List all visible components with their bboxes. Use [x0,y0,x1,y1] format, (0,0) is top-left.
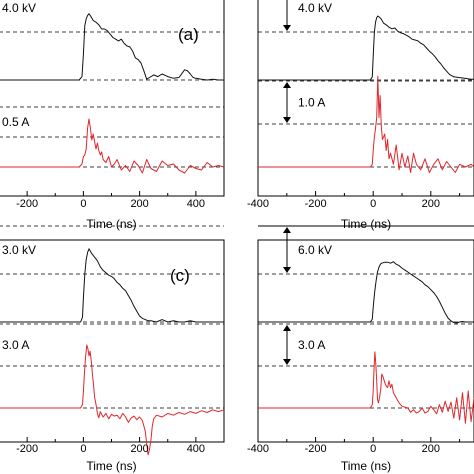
voltage-scale-label: 4.0 kV [298,1,332,15]
x-tick-label: 200 [130,443,148,455]
arrowhead-down-icon [283,267,291,273]
panel-1: 4.0 kV 0.5 A (a) -200 0 200 400 Time (ns) [0,0,225,231]
arrowhead-down-icon [283,117,291,123]
panel-label: (a) [178,25,199,44]
voltage-trace [0,13,224,81]
plot-frame [257,239,474,443]
plot-frame [257,0,474,197]
x-tick-label: 0 [370,443,376,455]
x-tick-label: 200 [130,198,148,210]
voltage-trace [258,15,474,81]
voltage-scale-label: 6.0 kV [298,243,332,257]
current-trace [0,344,225,456]
panel-2: 4.0 kV 1.0 A -400 -200 0 200 Time (ns) [247,0,474,231]
panel-4: 6.0 kV 3.0 A -400 -200 0 200 Time (ns) [247,225,474,473]
panel-3: 3.0 kV 3.0 A (c) -200 0 200 400 Time (ns) [0,225,225,473]
arrowhead-up-icon [283,82,291,88]
current-scale-label: 1.0 A [298,96,325,110]
x-axis-title: Time (ns) [341,459,391,473]
x-tick-label: 0 [370,198,376,210]
current-trace [258,75,474,173]
x-tick-label: -200 [16,198,38,210]
panel-label: (c) [170,266,190,285]
arrowhead-down-icon [283,359,291,365]
x-tick-label: 200 [422,443,440,455]
x-axis-title: Time (ns) [341,217,391,231]
x-tick-label: 200 [422,198,440,210]
current-scale-label: 0.5 A [2,115,29,129]
x-tick-label: 0 [80,198,86,210]
x-tick-label: -400 [247,443,269,455]
voltage-trace [0,248,224,323]
x-tick-label: 400 [187,198,205,210]
arrowhead-up-icon [283,325,291,331]
x-tick-label: -200 [305,198,327,210]
x-tick-label: 0 [80,443,86,455]
x-tick-label: 400 [187,443,205,455]
x-tick-label: -200 [16,443,38,455]
x-axis-title: Time (ns) [86,217,136,231]
x-tick-label: -400 [247,198,269,210]
x-tick-label: -200 [305,443,327,455]
current-scale-label: 3.0 A [2,338,29,352]
x-axis-title: Time (ns) [86,459,136,473]
voltage-trace [258,261,474,324]
current-scale-label: 3.0 A [298,338,325,352]
arrowhead-down-icon [283,25,291,31]
arrowhead-up-icon [283,227,291,233]
current-trace [0,118,225,174]
voltage-scale-label: 3.0 kV [2,243,36,257]
current-trace [258,351,474,424]
voltage-scale-label: 4.0 kV [2,1,36,15]
